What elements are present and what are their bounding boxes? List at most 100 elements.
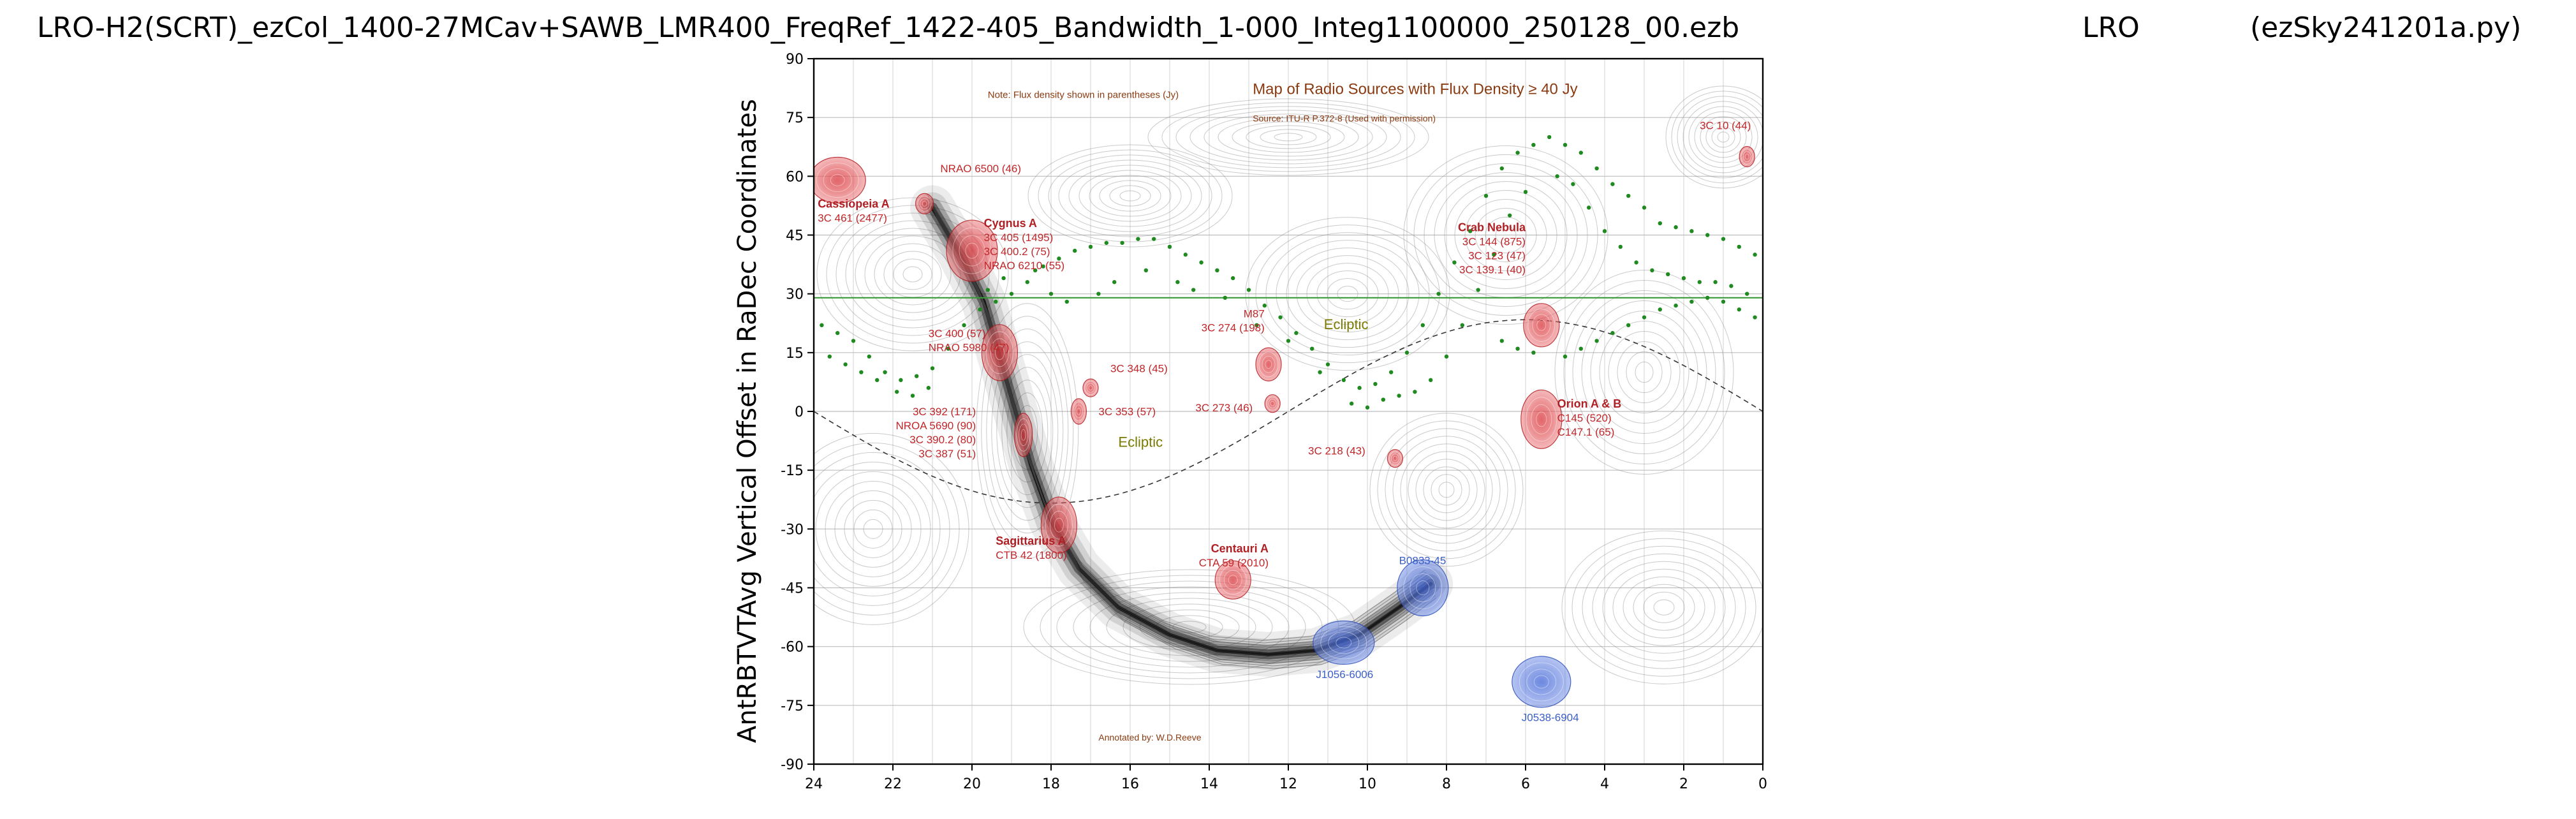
contour-ring <box>1592 553 1736 661</box>
x-tick-label: 10 <box>1358 776 1376 792</box>
source-ring <box>922 200 927 207</box>
ecliptic-label-1: Ecliptic <box>1324 316 1369 332</box>
data-point <box>1523 189 1528 195</box>
data-point <box>962 323 966 328</box>
contour-ring <box>1424 163 1588 307</box>
data-point <box>1460 323 1464 328</box>
data-point <box>1515 151 1520 155</box>
source-ring <box>1526 668 1557 695</box>
y-tick-label: -75 <box>781 698 804 714</box>
contour-ring <box>825 480 922 577</box>
source-label: Cygnus A <box>984 217 1037 230</box>
map-annotations: Note: Flux density shown in parentheses … <box>818 80 1751 742</box>
data-point <box>1144 268 1149 272</box>
source-ring <box>1527 308 1556 342</box>
data-point <box>1413 390 1417 394</box>
data-point <box>1650 268 1654 272</box>
contour-ring <box>1643 591 1685 623</box>
source-label: J0538-6904 <box>1522 711 1579 723</box>
data-point <box>859 370 864 374</box>
source-label: 3C 400.2 (75) <box>984 246 1050 258</box>
data-point <box>1753 253 1757 257</box>
data-point <box>1634 260 1638 265</box>
data-point <box>1610 330 1615 336</box>
data-point <box>1136 237 1140 241</box>
source-ring <box>1262 355 1276 373</box>
source-ring <box>1219 565 1247 595</box>
source-ring <box>952 227 992 274</box>
contour-ring <box>835 212 990 336</box>
data-point <box>1721 299 1726 304</box>
source-label: C147.1 (65) <box>1557 426 1615 438</box>
contour-ring <box>863 519 883 539</box>
contour-ring <box>1454 190 1557 280</box>
contour-ring <box>1296 255 1399 333</box>
data-point <box>1563 142 1568 147</box>
source-label: 3C 405 (1495) <box>984 232 1054 244</box>
contour-ring <box>1058 159 1202 232</box>
source-blob <box>1739 146 1755 168</box>
contour-ring <box>1413 154 1598 316</box>
y-axis-ticks: 90 75 60 45 30 15 0 -15 -30 -45 -60 -75 -90 <box>781 52 814 773</box>
contour-ring <box>1400 443 1493 536</box>
contour-ring <box>814 452 950 606</box>
contour-ring <box>1377 420 1516 559</box>
data-point <box>1286 339 1291 343</box>
data-point <box>1579 151 1583 155</box>
source-ring <box>1536 319 1547 331</box>
source-label: 3C 218 (43) <box>1308 445 1365 457</box>
data-point <box>1112 280 1117 284</box>
contour-ring <box>1431 474 1462 506</box>
contour-ring <box>1175 106 1401 168</box>
data-point <box>1397 394 1401 398</box>
x-axis-ticks: 24 22 20 18 16 14 12 10 8 6 4 2 0 <box>805 764 1767 792</box>
source-ring <box>1077 408 1081 415</box>
source-blob <box>1264 394 1281 413</box>
data-point <box>1350 401 1354 406</box>
source-ring <box>1270 401 1275 406</box>
contour-ring <box>1048 154 1212 237</box>
data-point <box>1444 354 1449 359</box>
source-ring <box>1392 455 1397 461</box>
contour-ring <box>1582 545 1746 669</box>
y-tick-label: 30 <box>786 287 804 303</box>
source-label: Centauri A <box>1211 542 1269 555</box>
data-point <box>820 323 824 328</box>
data-point <box>1033 268 1038 272</box>
source-ring <box>1050 510 1068 540</box>
map-note: Note: Flux density shown in parentheses … <box>988 89 1179 100</box>
data-point <box>1183 253 1188 257</box>
data-point <box>1325 362 1330 367</box>
data-point <box>1373 381 1378 387</box>
source-ring <box>1258 351 1279 378</box>
data-point <box>1713 280 1718 284</box>
data-point <box>1041 264 1045 269</box>
source-label: 3C 123 (47) <box>1468 249 1526 262</box>
data-point <box>1009 291 1014 296</box>
contour-ring <box>1203 114 1373 161</box>
data-point <box>1073 248 1077 253</box>
contour-ring <box>1276 240 1420 348</box>
source-ring <box>920 198 929 209</box>
contour-ring <box>1617 341 1672 404</box>
data-point <box>1310 346 1314 351</box>
data-point <box>1587 205 1591 210</box>
contour-ring <box>991 341 1064 521</box>
contour-ring <box>1286 247 1409 341</box>
contour-ring <box>1717 131 1730 143</box>
source-blob <box>1255 347 1282 381</box>
contour-ring <box>1623 576 1705 638</box>
data-point <box>835 330 840 336</box>
source-blob <box>1397 559 1449 617</box>
contour-ring <box>1078 170 1182 222</box>
contour-ring <box>1109 185 1151 207</box>
source-ring <box>1532 314 1551 337</box>
source-label: NRAO 5980 (47) <box>929 341 1010 353</box>
contour-ring <box>1677 96 1763 179</box>
data-point <box>1199 260 1203 265</box>
data-point <box>1626 323 1631 328</box>
x-tick-label: 22 <box>884 776 902 792</box>
data-point <box>1381 397 1385 402</box>
source-label: 3C 387 (51) <box>918 448 976 460</box>
